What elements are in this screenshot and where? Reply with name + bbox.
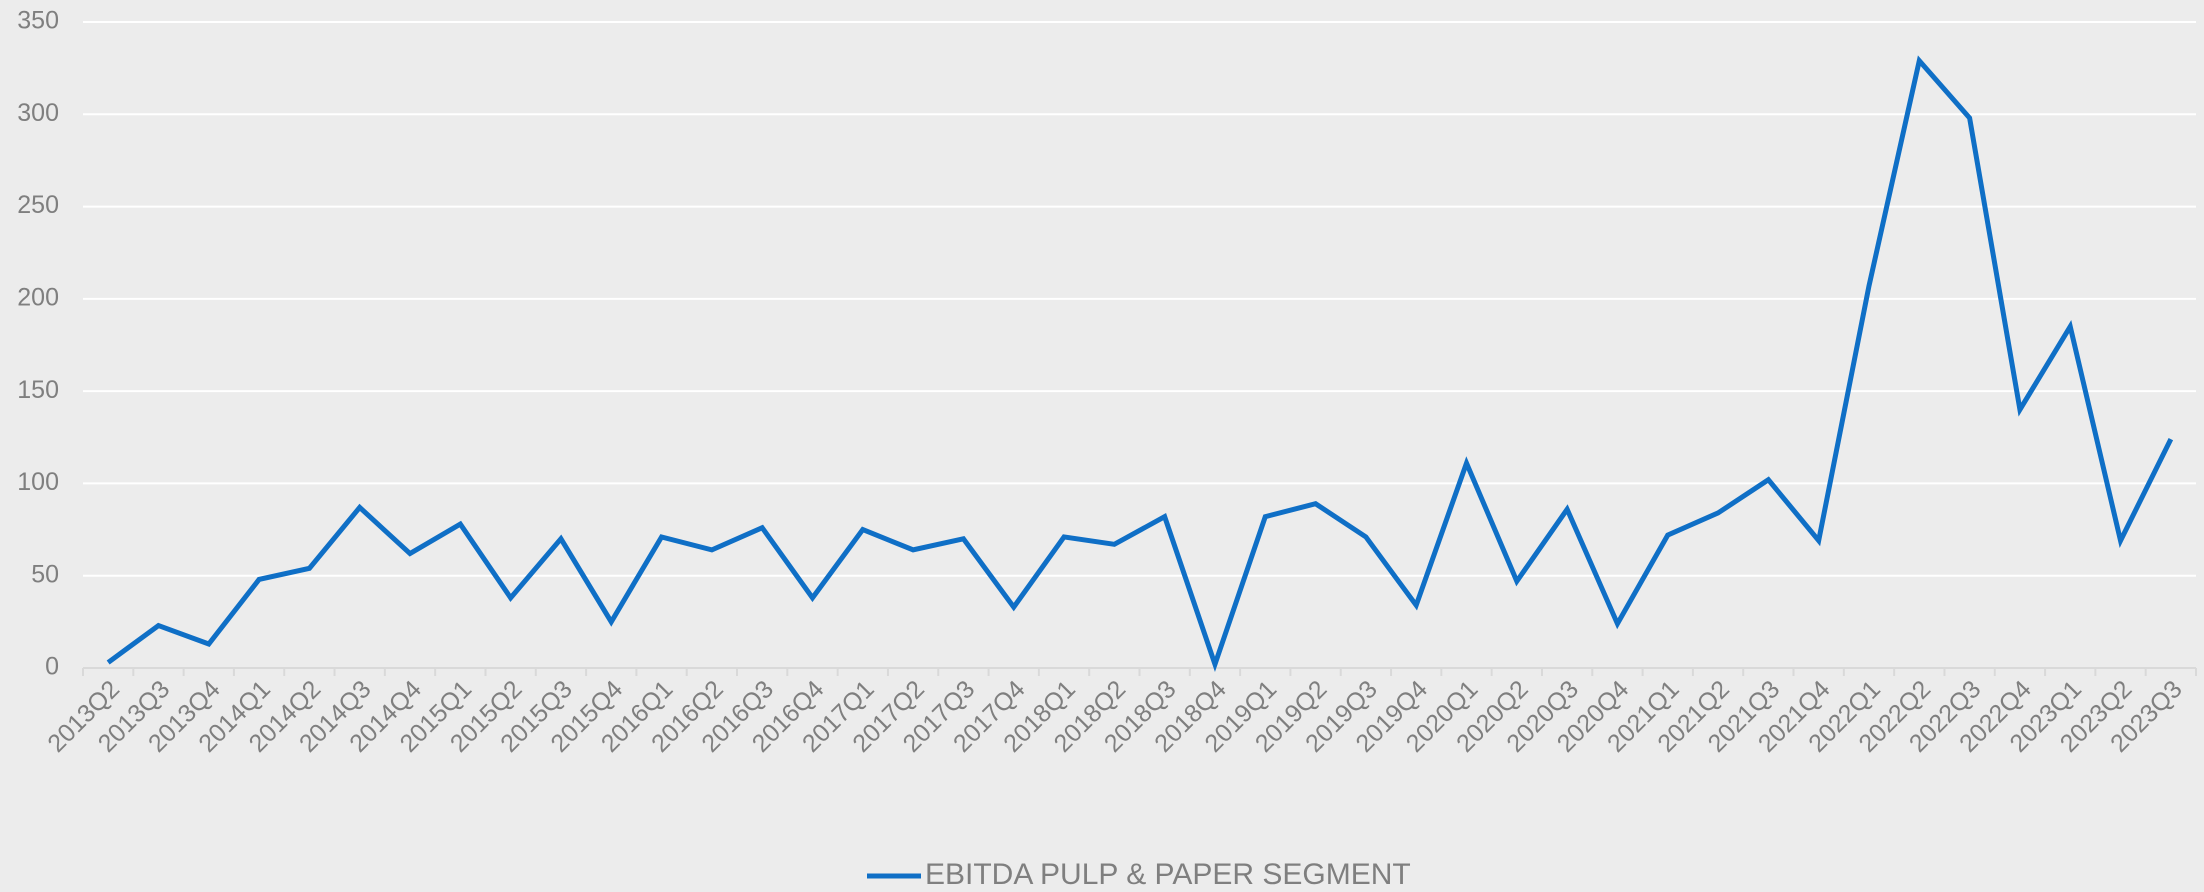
- y-tick-label: 50: [31, 560, 59, 588]
- y-tick-label: 300: [17, 99, 59, 127]
- y-tick-label: 0: [45, 653, 59, 681]
- line-series: [106, 55, 2174, 673]
- y-tick-label: 200: [17, 283, 59, 311]
- y-tick-label: 100: [17, 468, 59, 496]
- y-tick-label: 250: [17, 191, 59, 219]
- y-tick-label: 350: [17, 7, 59, 35]
- legend-label: EBITDA PULP & PAPER SEGMENT: [925, 858, 1411, 891]
- y-tick-label: 150: [17, 376, 59, 404]
